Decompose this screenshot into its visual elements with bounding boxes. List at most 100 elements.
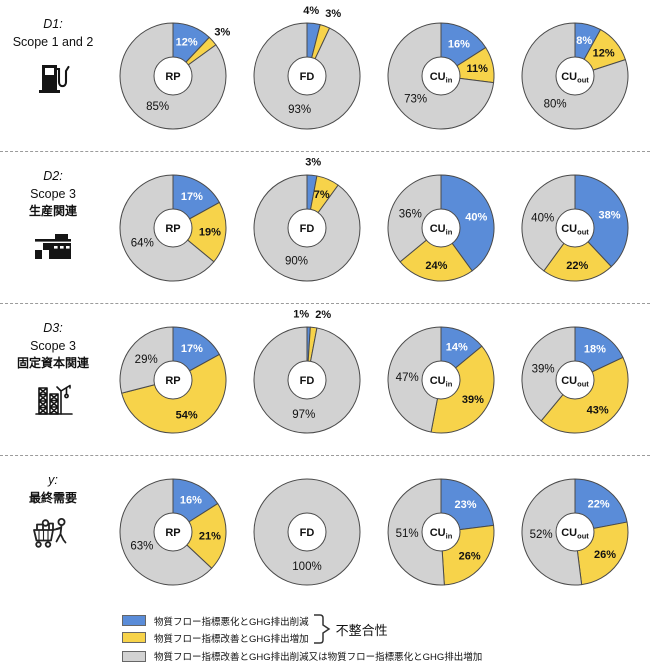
pct-label-yellow-outside: 3% [214, 27, 230, 39]
row-y: y: 最終需要 16% 21% 63% RP 100% FD 23% 26% 51% CUin 22% 2… [0, 456, 650, 608]
pct-label-gray: 64% [131, 237, 154, 249]
row-label-D2: D2: Scope 3 生産関連 [0, 152, 106, 303]
pct-label-yellow: 24% [425, 260, 447, 272]
donut-y-FD: 100% FD [253, 478, 361, 586]
pie-cell-y-FD: 100% FD [240, 456, 374, 608]
legend-label-gray: 物質フロー指標改善とGHG排出削減又は物質フロー指標悪化とGHG排出増加 [154, 652, 483, 663]
pct-label-yellow-outside: 3% [325, 8, 341, 20]
legend: 物質フロー指標悪化とGHG排出削減 物質フロー指標改善とGHG排出増加 不整合性… [0, 608, 650, 663]
donut-D2-FD: 7% 90% 3% FD [253, 157, 361, 282]
donut-center-label-RP: RP [165, 527, 180, 539]
donut-D2-CUout: 38%22%40%CUout [521, 174, 629, 282]
row-label-line: y: [48, 473, 58, 487]
legend-bracket-label: 不整合性 [335, 622, 388, 638]
legend-pair: 物質フロー指標悪化とGHG排出削減 物質フロー指標改善とGHG排出増加 [122, 614, 309, 645]
legend-top: 物質フロー指標悪化とGHG排出削減 物質フロー指標改善とGHG排出増加 不整合性 [122, 612, 650, 646]
brace-icon [313, 614, 330, 644]
legend-item-yellow: 物質フロー指標改善とGHG排出増加 [122, 631, 309, 645]
pie-grid: D1: Scope 1 and 2 12% 85% 3% RP 93% 4% 3% FD 16% 11… [0, 0, 650, 608]
pct-label-gray: 100% [292, 561, 321, 573]
pct-label-blue: 8% [576, 35, 592, 47]
row-label-line: Scope 3 [30, 338, 76, 353]
pie-cell-y-CUout: 22% 26% 52% CUout [508, 456, 642, 608]
pie-cell-D2-CUin: 40% 24% 36% CUin [374, 152, 508, 304]
pie-cell-D3-FD: 97% 1% 2% FD [240, 304, 374, 456]
fuel-pump-icon [33, 58, 73, 103]
row-D1: D1: Scope 1 and 2 12% 85% 3% RP 93% 4% 3% FD 16% 11… [0, 0, 650, 152]
row-label-D3: D3: Scope 3 固定資本関連 [0, 304, 106, 455]
donut-D3-FD: 97% 1% 2% FD [253, 308, 361, 434]
pie-cell-D2-CUout: 38% 22% 40% CUout [508, 152, 642, 304]
donut-center-label-FD: FD [300, 527, 315, 539]
pct-label-gray: 63% [130, 541, 153, 553]
pct-label-yellow: 11% [466, 63, 488, 75]
construction-icon [30, 379, 76, 426]
pie-cell-D3-CUout: 18% 43% 39% CUout [508, 304, 642, 456]
pct-label-gray: 90% [285, 255, 308, 267]
donut-D2-CUin: 40%24%36%CUin [387, 174, 495, 282]
row-label-y: y: 最終需要 [0, 456, 106, 608]
pct-label-gray: 85% [146, 101, 169, 113]
pie-cell-D3-RP: 17% 54% 29% RP [106, 304, 240, 456]
donut-center-label-RP: RP [165, 375, 180, 387]
pct-label-blue: 14% [446, 341, 468, 353]
donut-y-CUin: 23%26%51% CUin [387, 478, 495, 586]
row-D2: D2: Scope 3 生産関連 17% 19% 64% RP 7% 90% 3% FD 40% 24%… [0, 152, 650, 304]
row-label-line: D3: [43, 321, 63, 335]
pct-label-yellow: 19% [199, 227, 221, 239]
pct-label-yellow: 22% [566, 260, 588, 272]
pct-label-yellow-outside: 2% [315, 309, 331, 321]
donut-D3-CUin: 14%39%47% CUin [387, 326, 495, 434]
cart-person-icon [27, 513, 79, 560]
row-label-line: D2: [43, 169, 63, 183]
pct-label-gray: 97% [292, 409, 315, 421]
pie-cell-D1-CUin: 16% 11% 73% CUin [374, 0, 508, 152]
pct-label-yellow: 21% [199, 531, 221, 543]
pct-label-yellow: 7% [314, 189, 330, 201]
pct-label-gray: 36% [399, 209, 422, 221]
pct-label-blue: 16% [448, 39, 470, 51]
pct-label-blue: 18% [584, 344, 606, 356]
legend-label-yellow: 物質フロー指標改善とGHG排出増加 [154, 633, 309, 645]
pie-cell-y-CUin: 23% 26% 51% CUin [374, 456, 508, 608]
donut-D1-CUin: 16%11%73%CUin [387, 22, 495, 130]
row-label-D1: D1: Scope 1 and 2 [0, 0, 106, 151]
row-label-line: Scope 3 [30, 186, 76, 201]
pct-label-gray: 73% [404, 93, 427, 105]
legend-swatch-yellow [122, 632, 146, 643]
pct-label-blue: 17% [181, 191, 203, 203]
donut-center-label-RP: RP [165, 223, 180, 235]
pct-label-gray: 29% [135, 354, 158, 366]
pie-cell-D1-CUout: 8% 12% 80% CUout [508, 0, 642, 152]
pct-label-gray: 39% [532, 364, 555, 376]
pct-label-blue: 23% [454, 499, 476, 511]
donut-D3-CUout: 18%43%39%CUout [521, 326, 629, 434]
pct-label-blue-outside: 1% [293, 308, 309, 320]
pct-label-blue: 16% [180, 495, 202, 507]
pct-label-blue: 12% [176, 37, 198, 49]
pct-label-yellow: 26% [459, 551, 481, 563]
pct-label-gray: 51% [396, 528, 419, 540]
donut-D1-RP: 12% 85% 3% RP [119, 22, 230, 130]
pct-label-gray: 80% [544, 98, 567, 110]
pct-label-blue: 40% [465, 212, 487, 224]
legend-label-blue: 物質フロー指標悪化とGHG排出削減 [154, 616, 309, 628]
donut-D1-FD: 93% 4% 3% FD [253, 5, 361, 130]
pie-cell-D1-RP: 12% 85% 3% RP [106, 0, 240, 152]
donut-center-label-FD: FD [300, 375, 315, 387]
donut-center-label-RP: RP [165, 71, 180, 83]
legend-item-blue: 物質フロー指標悪化とGHG排出削減 [122, 614, 309, 628]
row-D3: D3: Scope 3 固定資本関連 17% 54% 29% RP 97% 1% 2% FD 14% 3… [0, 304, 650, 456]
pct-label-blue-outside: 4% [303, 5, 319, 17]
pct-label-blue-outside: 3% [305, 157, 321, 169]
donut-y-CUout: 22%26%52% CUout [521, 478, 629, 586]
donut-center-label-FD: FD [300, 71, 315, 83]
pct-label-blue: 17% [181, 343, 203, 355]
pct-label-yellow: 12% [593, 47, 615, 59]
row-label-line: 生産関連 [28, 204, 77, 218]
row-label-line: 最終需要 [28, 490, 77, 505]
pct-label-yellow: 26% [594, 549, 616, 561]
legend-swatch-blue [122, 615, 146, 626]
row-label-line: D1: [43, 17, 63, 31]
